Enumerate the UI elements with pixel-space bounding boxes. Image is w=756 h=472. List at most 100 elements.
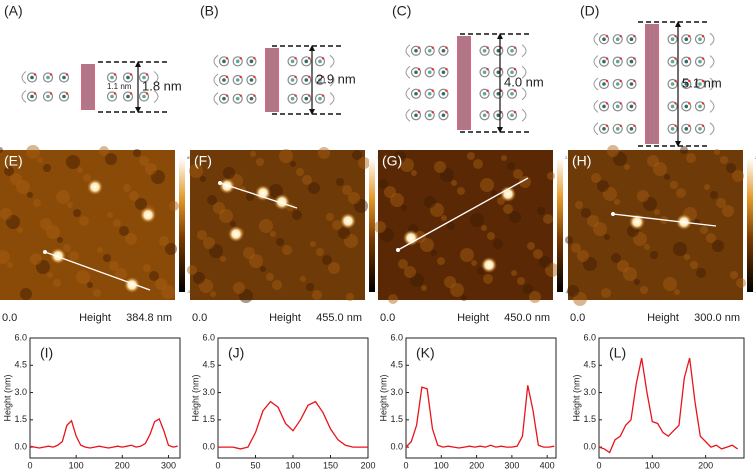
atom-ring: [626, 56, 637, 67]
texture: [133, 149, 141, 157]
atom-ring: [26, 91, 38, 102]
atom-ring: [410, 88, 422, 99]
texture: [47, 272, 53, 278]
texture: [17, 227, 23, 233]
atom: [62, 75, 66, 80]
texture: [37, 157, 43, 163]
texture: [338, 227, 350, 239]
x-tick-label: 100: [645, 460, 660, 470]
panel-label: (A): [4, 3, 23, 19]
particle: [500, 186, 516, 202]
texture: [430, 203, 444, 217]
profile-curve: [598, 357, 738, 454]
texture: [296, 168, 304, 176]
texture: [66, 155, 80, 169]
texture: [573, 292, 587, 306]
molecule: [21, 64, 159, 110]
profile-line: [397, 177, 529, 251]
atom: [431, 111, 434, 114]
atom: [633, 35, 636, 38]
texture: [7, 262, 13, 268]
afm-x-end: 300.0 nm: [694, 312, 740, 324]
texture: [123, 184, 131, 192]
texture: [603, 187, 617, 201]
atom: [142, 75, 146, 80]
atom: [482, 48, 487, 53]
atom: [46, 75, 50, 80]
x-tick-label: 0: [27, 460, 32, 470]
atom-ring: [232, 93, 243, 104]
texture: [716, 198, 726, 208]
y-tick-label: 4.5: [390, 360, 403, 370]
texture: [583, 257, 597, 271]
atom: [688, 102, 691, 105]
atom-ring: [122, 72, 134, 83]
texture: [487, 232, 495, 240]
y-tick-label: 0.0: [390, 441, 403, 451]
atom: [441, 91, 446, 96]
profile-line: [219, 182, 298, 209]
texture: [450, 283, 464, 297]
texture: [213, 202, 225, 214]
atom: [65, 92, 69, 95]
texture: [611, 253, 621, 263]
atom: [110, 75, 114, 80]
atom: [253, 75, 256, 79]
texture: [109, 261, 119, 271]
texture: [431, 250, 437, 256]
texture: [187, 265, 197, 275]
texture: [483, 274, 493, 284]
texture: [151, 170, 165, 184]
y-axis-label: Height (nm): [190, 374, 200, 421]
atom-ring: [106, 72, 118, 83]
texture: [210, 291, 216, 297]
texture: [119, 226, 129, 236]
atom-ring: [424, 45, 435, 56]
texture: [219, 209, 233, 223]
texture: [384, 186, 396, 198]
atom: [684, 37, 689, 41]
atom: [701, 102, 705, 105]
texture: [690, 261, 698, 269]
texture: [607, 145, 619, 157]
texture: [597, 180, 609, 192]
texture: [223, 167, 235, 179]
atom: [605, 35, 609, 38]
arc: [521, 108, 527, 122]
atom-ring: [410, 45, 422, 56]
atom-ring: [106, 91, 118, 102]
particle: [340, 213, 356, 229]
atom: [486, 46, 489, 49]
texture: [736, 278, 746, 288]
atom-ring: [218, 93, 230, 104]
panel-label: (E): [4, 153, 23, 169]
texture: [189, 164, 203, 178]
atom-ring: [246, 93, 257, 104]
atom: [304, 78, 309, 82]
texture: [513, 169, 523, 179]
texture: [308, 182, 320, 194]
atom: [670, 127, 675, 131]
atom: [30, 75, 34, 80]
texture: [676, 188, 686, 198]
atom-ring: [694, 56, 706, 67]
atom: [49, 92, 53, 95]
atom: [602, 37, 606, 41]
texture: [230, 221, 236, 227]
texture: [374, 221, 386, 233]
atom: [674, 79, 677, 83]
particle: [228, 226, 244, 242]
texture: [480, 178, 494, 192]
texture: [575, 201, 583, 209]
texture: [664, 174, 670, 180]
texture: [388, 294, 398, 304]
texture: [256, 158, 264, 166]
texture: [730, 271, 738, 279]
texture: [533, 249, 543, 259]
atom: [698, 82, 702, 86]
atom-ring: [506, 45, 518, 56]
atom: [427, 113, 432, 118]
atom: [688, 57, 691, 60]
atom: [318, 96, 322, 101]
